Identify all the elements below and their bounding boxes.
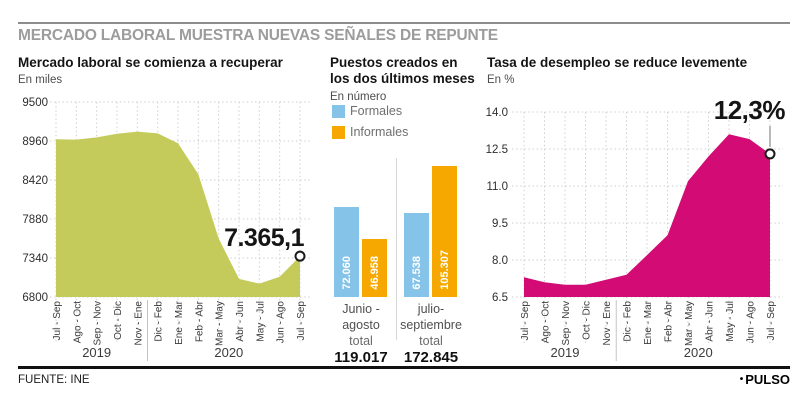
year-label: 2020 <box>684 345 713 360</box>
x-tick-label: Jun - Ago <box>746 301 757 344</box>
pulso-brand: • PULSO <box>740 372 790 387</box>
total-value: 172.845 <box>403 349 459 366</box>
total-caption: total <box>349 334 373 348</box>
bar-formales-julio-septiembre: 67.538 <box>404 213 429 297</box>
x-tick-label: Nov - Ene <box>602 301 613 346</box>
year-label: 2019 <box>82 345 111 360</box>
x-tick-label: Mar - May <box>684 301 695 346</box>
unemployment-area-chart: 14.0 12.5 11.0 9.5 8.0 6.5 Jul - Sep Ago - Oct S… <box>486 107 783 361</box>
bar-informales-julio-septiembre: 105.307 <box>432 166 457 297</box>
x-tick-label: Ago - Oct <box>72 301 83 343</box>
source-note: FUENTE: INE <box>18 374 90 386</box>
bar-value-label: 67.538 <box>410 256 423 290</box>
bar-informales-junio-agosto: 46.958 <box>362 239 387 297</box>
panel-unemployment-header: Tasa de desempleo se reduce levemente En… <box>487 55 787 86</box>
x-tick-label: Jul - Sep <box>52 301 63 341</box>
x-tick-label: Jun - Ago <box>276 301 287 344</box>
x-tick-label: Ene - Mar <box>643 300 654 345</box>
bar-value-label: 46.958 <box>368 256 381 290</box>
x-tick-label: Jul - Sep <box>766 301 777 341</box>
x-tick-label: Dic - Feb <box>154 301 165 342</box>
x-tick-label: Nov - Ene <box>133 301 144 346</box>
bottom-rule <box>18 366 790 369</box>
employment-end-value: 7.365,1 <box>224 224 304 252</box>
y-tick-label: 8960 <box>22 136 48 148</box>
x-tick-label: Dic - Feb <box>623 301 634 342</box>
jobs-title: Puestos creados en los dos últimos meses <box>330 55 475 87</box>
employment-title: Mercado laboral se comienza a recuperar <box>18 55 283 70</box>
unemployment-end-value: 12,3% <box>713 95 786 125</box>
legend-informales-label: Informales <box>350 125 409 139</box>
bar-value-label: 72.060 <box>340 256 353 290</box>
x-tick-label: Feb - Abr <box>194 300 205 342</box>
formales-swatch-icon <box>332 104 345 118</box>
y-tick-label: 11.0 <box>486 181 508 193</box>
bar-group-divider <box>396 158 397 340</box>
employment-end-marker <box>294 250 306 262</box>
x-tick-label: Feb - Abr <box>664 300 675 342</box>
x-tick-label: Abr - Jun <box>235 301 246 342</box>
x-tick-label: Oct - Dic <box>582 301 593 340</box>
legend-informales: Informales <box>332 125 408 139</box>
x-tick-label: Jul - Sep <box>520 301 531 341</box>
panel-jobs-header: Puestos creados en los dos últimos meses… <box>330 55 480 103</box>
x-tick-label: Oct - Dic <box>113 301 124 340</box>
x-tick-label: Mar - May <box>215 301 226 346</box>
page-title: MERCADO LABORAL MUESTRA NUEVAS SEÑALES D… <box>18 27 498 44</box>
bar-group-label-2: julio- septiembre <box>400 302 462 332</box>
y-tick-label: 8420 <box>22 175 48 187</box>
y-tick-label: 9500 <box>22 97 48 109</box>
informales-swatch-icon <box>332 125 345 139</box>
unemployment-area <box>524 134 770 297</box>
brand-bullet-icon: • <box>739 374 744 385</box>
x-tick-label: Sep - Nov <box>561 301 572 345</box>
legend-formales-label: Formales <box>350 104 403 118</box>
employment-area-chart: 9500 8960 8420 7880 7340 6800 Jul - Sep Ago - O… <box>22 97 312 361</box>
total-value: 119.017 <box>334 349 388 366</box>
x-tick-label: May - Jul <box>255 301 266 342</box>
unemployment-end-marker <box>764 148 776 160</box>
year-label: 2020 <box>214 345 243 360</box>
bar-formales-junio-agosto: 72.060 <box>334 207 359 297</box>
bar-value-label: 105.307 <box>438 250 451 290</box>
y-tick-label: 14.0 <box>486 107 508 119</box>
total-junio-agosto: total 119.017 <box>316 334 406 366</box>
x-tick-label: Sep - Nov <box>93 301 104 345</box>
panel-employment-header: Mercado laboral se comienza a recuperar … <box>18 55 308 86</box>
y-tick-label: 8.0 <box>492 255 508 267</box>
bar-group-label-1: Junio - agosto <box>342 302 380 332</box>
y-tick-label: 12.5 <box>486 144 508 156</box>
employment-area <box>56 131 300 297</box>
x-tick-label: Jul - Sep <box>296 301 307 341</box>
top-rule <box>18 22 790 24</box>
y-tick-label: 7340 <box>22 253 48 265</box>
x-tick-label: May - Jul <box>725 301 736 342</box>
unemployment-subtitle: En % <box>487 74 515 87</box>
x-tick-label: Ene - Mar <box>174 300 185 345</box>
y-tick-label: 6800 <box>22 292 48 304</box>
y-tick-label: 9.5 <box>492 218 508 230</box>
y-tick-label: 7880 <box>22 214 48 226</box>
total-julio-septiembre: total 172.845 <box>386 334 476 366</box>
x-tick-label: Abr - Jun <box>705 301 716 342</box>
brand-name: PULSO <box>745 372 790 387</box>
jobs-subtitle: En número <box>330 90 387 103</box>
x-tick-label: Ago - Oct <box>541 301 552 343</box>
y-tick-label: 6.5 <box>492 292 508 304</box>
legend-formales: Formales <box>332 104 402 118</box>
unemployment-title: Tasa de desempleo se reduce levemente <box>487 55 748 70</box>
year-label: 2019 <box>551 345 580 360</box>
employment-subtitle: En miles <box>18 74 63 87</box>
total-caption: total <box>419 334 443 348</box>
